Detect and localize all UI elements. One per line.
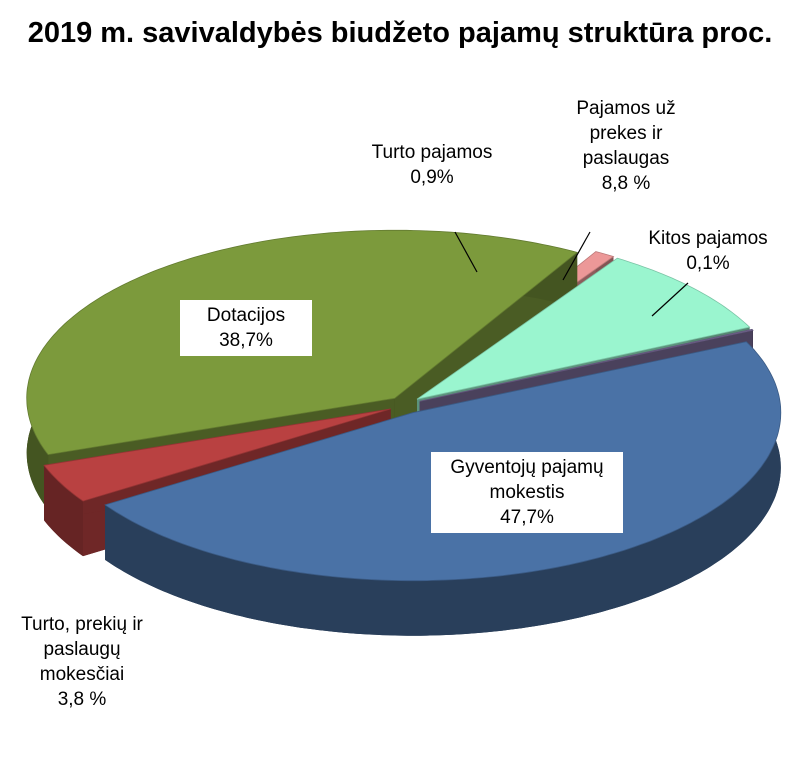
category-label: Turto pajamos [371,142,493,163]
value-label: 8,8 % [601,173,651,194]
leader-line [562,231,591,281]
slice-side [105,341,781,636]
value-label: 38,7% [219,330,273,351]
category-label: Dotacijos [206,305,286,326]
category-label: Kitos pajamos [648,228,768,249]
slices [26,229,782,636]
slice-top [43,408,391,502]
value-label: 0,1% [686,253,730,274]
slice-side [44,465,83,557]
category-label: Pajamos už prekes ir paslaugas [576,98,676,169]
slice-label: Pajamos už prekes ir paslaugas 8,8 % [571,96,681,196]
slice-top [419,328,754,402]
value-label: 47,7% [500,507,554,528]
slice-label: Kitos pajamos 0,1% [628,226,788,276]
category-label: Turto, prekių ir paslaugų mokesčiai [21,614,143,685]
chart-title: 2019 m. savivaldybės biudžeto pajamų str… [27,17,773,49]
slice-label: Dotacijos 38,7% [180,300,312,356]
value-label: 3,8 % [57,689,107,710]
slice-label: Gyventojų pajamų mokestis 47,7% [431,452,623,533]
leader-line [651,282,689,317]
slice-label: Turto, prekių ir paslaugų mokesčiai 3,8 % [2,612,162,712]
leader-line [454,231,478,273]
slice-label: Turto pajamos 0,9% [347,140,517,190]
slice-wall [44,408,391,521]
value-label: 0,9% [410,167,454,188]
slice-top [416,257,751,400]
category-label: Gyventojų pajamų mokestis [450,457,604,503]
